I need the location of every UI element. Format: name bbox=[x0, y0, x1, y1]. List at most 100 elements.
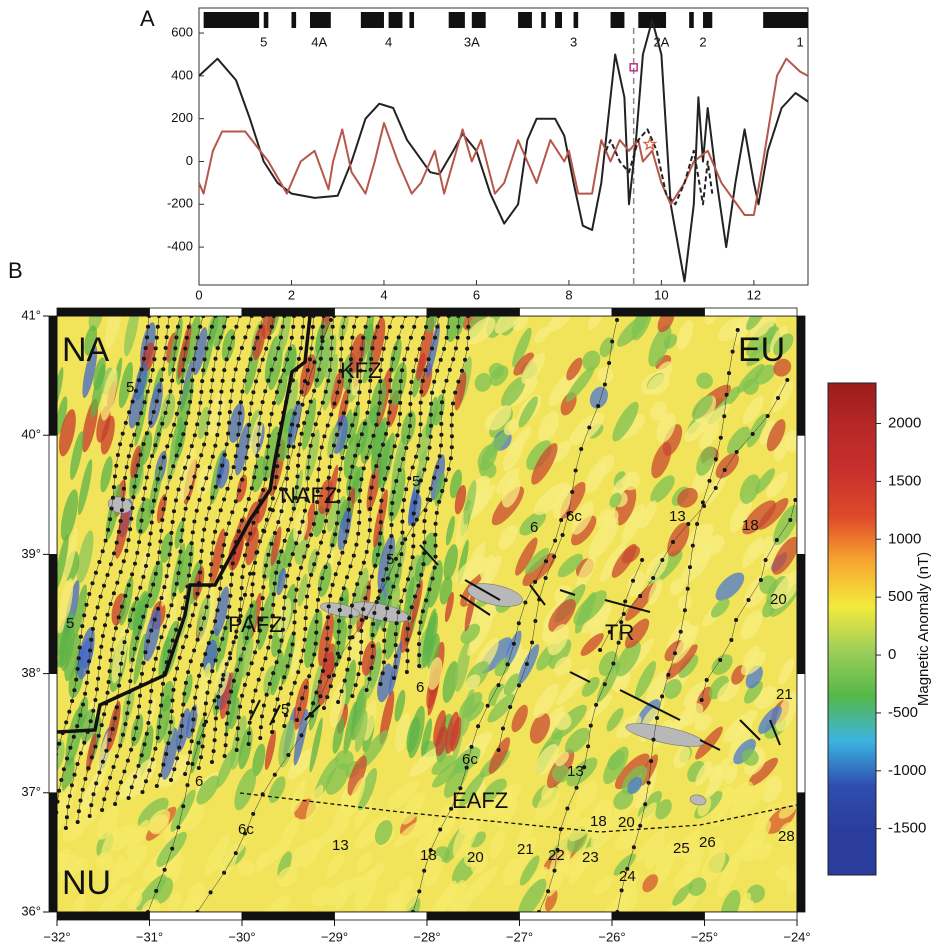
chron-label: 2 bbox=[699, 34, 706, 49]
anomaly-texture bbox=[426, 633, 440, 670]
anomaly-texture bbox=[519, 511, 546, 536]
fault-segment bbox=[739, 719, 761, 741]
anomaly-texture bbox=[672, 882, 693, 906]
anomaly-texture bbox=[178, 889, 206, 912]
anomaly-texture bbox=[325, 464, 339, 517]
isochron bbox=[184, 316, 275, 775]
isochron bbox=[271, 316, 346, 733]
anomaly-texture bbox=[363, 862, 385, 887]
anomaly-texture bbox=[275, 371, 288, 406]
anomaly-texture bbox=[730, 782, 768, 817]
anomaly-texture bbox=[739, 474, 761, 504]
anomaly-texture bbox=[676, 320, 694, 350]
map-label: 6 bbox=[530, 519, 538, 536]
anomaly-texture bbox=[502, 858, 523, 886]
isochron bbox=[260, 316, 335, 739]
anomaly-texture bbox=[758, 705, 782, 734]
anomaly-texture bbox=[97, 883, 133, 912]
anomaly-texture bbox=[455, 555, 487, 585]
isochron bbox=[337, 316, 406, 703]
anomaly-texture bbox=[290, 639, 301, 677]
y-tick-label: 40° bbox=[21, 427, 41, 442]
anomaly-texture bbox=[513, 426, 532, 449]
data-line bbox=[198, 19, 809, 283]
anomaly-texture bbox=[479, 555, 502, 591]
polarity-block bbox=[471, 12, 486, 28]
anomaly-texture bbox=[423, 855, 443, 888]
anomaly-texture bbox=[354, 796, 374, 828]
anomaly-texture bbox=[170, 789, 196, 832]
map-label: TR bbox=[605, 620, 634, 645]
anomaly-texture bbox=[377, 438, 390, 489]
anomaly-texture bbox=[503, 673, 520, 696]
isochron bbox=[617, 329, 738, 912]
anomaly-texture bbox=[497, 798, 518, 828]
anomaly-texture bbox=[100, 456, 113, 493]
plate-boundary bbox=[57, 316, 312, 734]
colorbar-tick-label: -1000 bbox=[888, 762, 926, 779]
anomaly-texture bbox=[467, 617, 493, 656]
chron-label: 5 bbox=[260, 34, 267, 49]
anomaly-texture bbox=[642, 874, 659, 893]
anomaly-texture bbox=[108, 854, 126, 890]
anomaly-texture bbox=[470, 851, 488, 874]
map-label: 24 bbox=[619, 868, 636, 885]
anomaly-texture bbox=[430, 454, 446, 501]
anomaly-texture bbox=[503, 418, 520, 436]
anomaly-texture bbox=[283, 344, 297, 376]
map-label: 20 bbox=[467, 849, 484, 866]
border-bar bbox=[796, 315, 806, 436]
anomaly-texture bbox=[662, 424, 683, 456]
anomaly-texture bbox=[118, 361, 133, 409]
fault-segment bbox=[769, 719, 781, 746]
anomaly-texture bbox=[176, 708, 191, 753]
isochron bbox=[236, 316, 314, 751]
colorbar-tick-label: 1500 bbox=[888, 472, 921, 489]
anomaly-texture bbox=[773, 358, 792, 377]
anomaly-texture bbox=[696, 403, 731, 434]
border-bar bbox=[48, 792, 58, 913]
anomaly-texture bbox=[177, 375, 194, 432]
anomaly-texture bbox=[517, 878, 547, 912]
border-bar bbox=[796, 792, 806, 913]
anomaly-texture bbox=[590, 601, 612, 642]
anomaly-texture bbox=[538, 411, 560, 443]
anomaly-texture bbox=[501, 376, 526, 408]
map-label: 5 bbox=[126, 379, 134, 396]
isochron bbox=[170, 316, 264, 781]
anomaly-texture bbox=[688, 877, 707, 896]
anomaly-texture bbox=[636, 827, 666, 862]
anomaly-texture bbox=[727, 839, 759, 867]
anomaly-texture bbox=[238, 860, 255, 878]
anomaly-texture bbox=[291, 845, 307, 869]
anomaly-texture bbox=[565, 366, 595, 402]
map-label: 6c bbox=[462, 751, 478, 768]
anomaly-texture bbox=[197, 406, 210, 440]
anomaly-texture bbox=[242, 637, 254, 679]
isochron bbox=[101, 316, 204, 811]
map-area bbox=[57, 316, 797, 912]
anomaly-texture bbox=[683, 681, 708, 708]
x-tick-label: 12 bbox=[747, 287, 761, 302]
anomaly-texture bbox=[606, 707, 624, 732]
border-bar bbox=[149, 911, 243, 921]
isochron bbox=[310, 316, 382, 715]
anomaly-texture bbox=[119, 576, 134, 626]
anomaly-texture bbox=[648, 578, 663, 606]
anomaly-texture bbox=[370, 417, 389, 474]
x-tick-label: 8 bbox=[565, 287, 572, 302]
anomaly-texture bbox=[483, 778, 507, 801]
fault-segment bbox=[249, 699, 261, 721]
anomaly-texture bbox=[356, 853, 373, 872]
chron-label: 3 bbox=[570, 34, 577, 49]
y-tick-label: 38° bbox=[21, 665, 41, 680]
colorbar bbox=[827, 382, 877, 876]
anomaly-texture bbox=[625, 582, 657, 622]
fault-segment bbox=[529, 584, 546, 606]
anomaly-texture bbox=[613, 789, 634, 810]
anomaly-texture bbox=[672, 624, 699, 664]
anomaly-texture bbox=[459, 692, 483, 718]
anomaly-texture bbox=[305, 784, 324, 822]
colorbar-tick-label: 0 bbox=[888, 646, 896, 663]
isochron bbox=[147, 319, 332, 912]
